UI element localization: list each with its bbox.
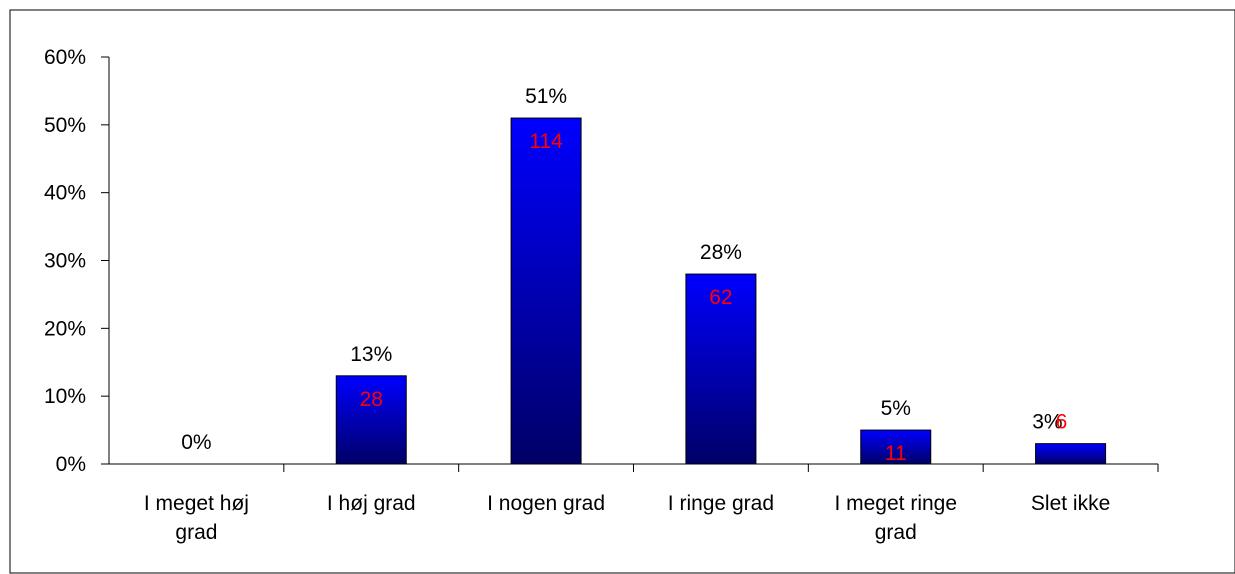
y-tick-label: 50% — [44, 114, 86, 137]
chart-border — [9, 9, 1235, 574]
bar — [510, 117, 582, 465]
x-axis: I meget høj grad I høj grad I nogen grad I r… — [109, 463, 1159, 544]
value-label: 3% — [1032, 411, 1062, 434]
bar — [685, 273, 757, 465]
count-label: 28 — [360, 388, 383, 411]
x-tick-label: I ringe grad — [668, 492, 774, 515]
y-tick-label: 10% — [44, 385, 86, 408]
x-tick-label: I meget høj grad — [144, 492, 249, 544]
x-tick-label: I høj grad — [327, 492, 416, 515]
bar — [860, 429, 932, 465]
count-label: 11 — [885, 442, 907, 465]
bar — [335, 375, 407, 465]
y-tick-label: 60% — [44, 46, 86, 69]
value-label: 51% — [525, 85, 567, 108]
bar — [1035, 443, 1107, 465]
y-tick-label: 20% — [44, 317, 86, 340]
value-label: 5% — [881, 397, 911, 420]
bars — [335, 117, 1107, 465]
y-tick-label: 40% — [44, 182, 86, 205]
x-tick-label: Slet ikke — [1031, 492, 1110, 515]
value-label: 28% — [700, 241, 742, 264]
x-tick-label: I meget ringe grad — [834, 492, 957, 544]
y-tick-label: 30% — [44, 250, 86, 273]
count-label: 62 — [709, 286, 732, 309]
value-label: 13% — [350, 343, 392, 366]
count-label: 114 — [529, 130, 563, 153]
value-label: 0% — [181, 431, 211, 454]
x-tick-label: I nogen grad — [487, 492, 605, 515]
data-labels: 0% 13% 28 51% 114 28% 62 5% 11 3%6 — [181, 85, 1067, 465]
y-tick-label: 0% — [56, 453, 86, 476]
y-axis: 0% 10% 20% 30% 40% 50% 60% — [44, 46, 110, 476]
count-label: 6 — [1056, 411, 1068, 434]
